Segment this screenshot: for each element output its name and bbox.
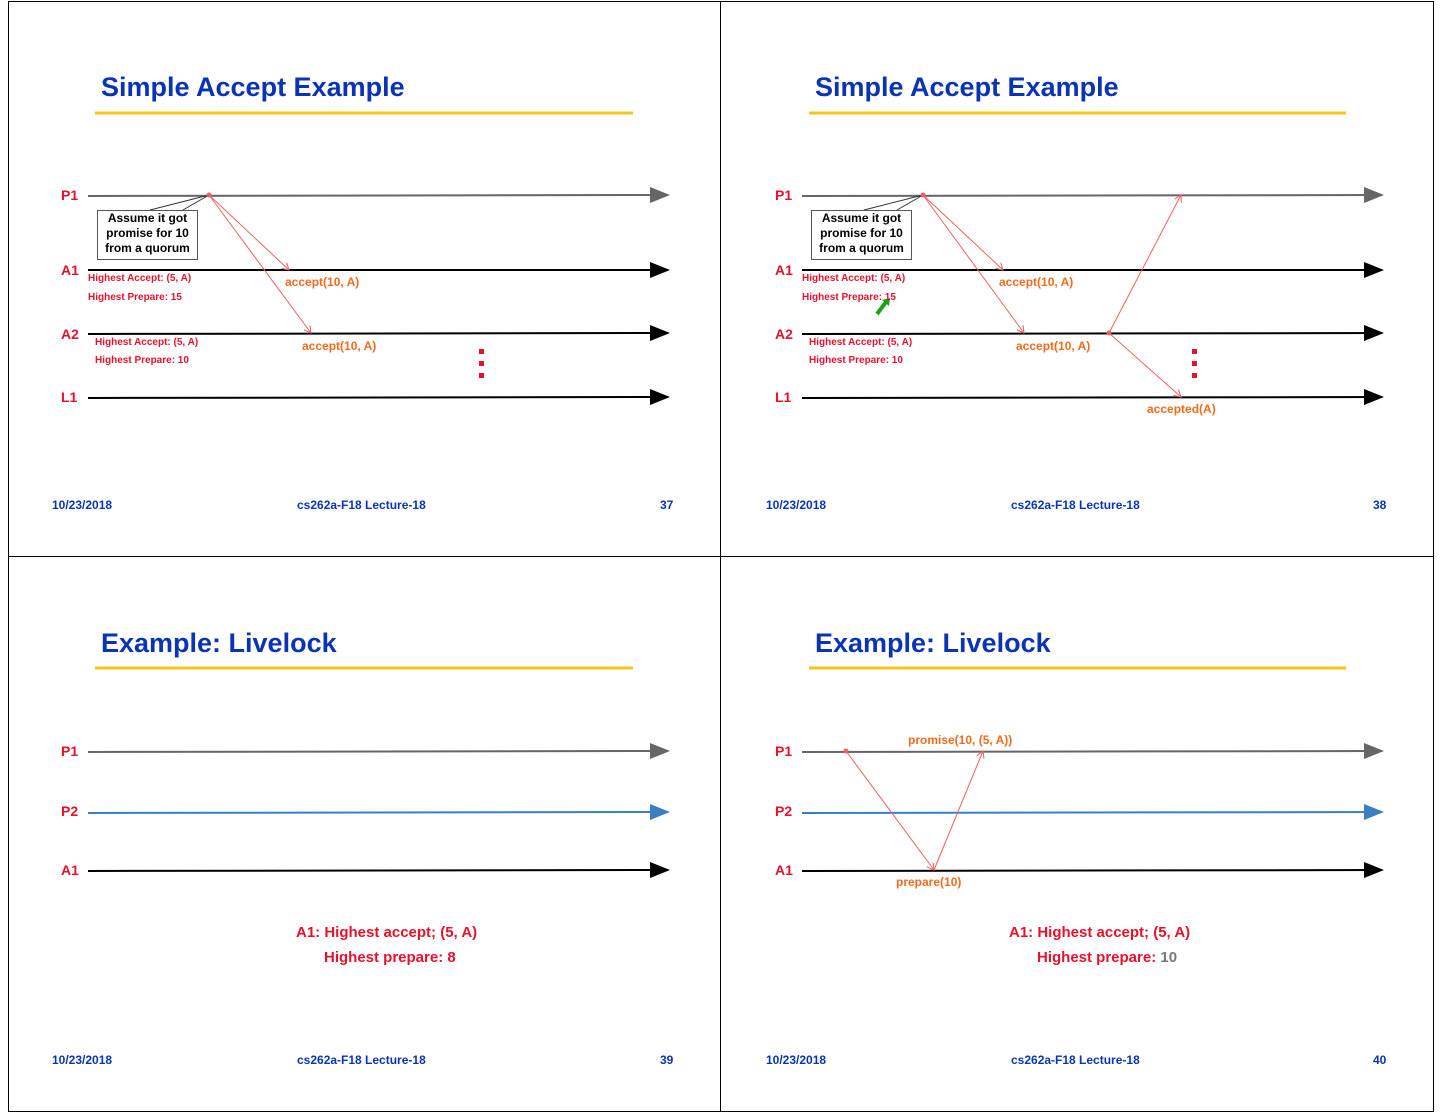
- lane-label-a1: A1: [775, 262, 793, 278]
- slide-title: Simple Accept Example: [815, 72, 1119, 102]
- green-pointer-icon: [875, 300, 888, 316]
- a1-highest-prepare-note: Highest prepare: 10: [1037, 949, 1177, 966]
- promise-message: promise(10, (5, A)): [908, 733, 1013, 747]
- lane-label-p1: P1: [775, 187, 793, 203]
- lane-label-p1: P1: [61, 187, 79, 203]
- lane-label-a2: A2: [775, 326, 793, 342]
- callout-box: Assume it got promise for 10 from a quor…: [97, 210, 198, 260]
- footer-course: cs262a-F18 Lecture-18: [297, 1053, 426, 1067]
- a1-highest-prepare: Highest Prepare: 15: [802, 292, 896, 303]
- callout-line: from a quorum: [819, 241, 904, 255]
- note-label: Highest prepare:: [1037, 949, 1157, 966]
- footer-date: 10/23/2018: [766, 1053, 827, 1067]
- slide-38-diagram: [801, 111, 1384, 406]
- accept-message-a1: accept(10, A): [999, 275, 1074, 289]
- slide-37-diagram: [87, 111, 670, 406]
- slide-title: Simple Accept Example: [101, 72, 405, 102]
- callout-line: Assume it got: [107, 211, 188, 225]
- prepare-arrow: [845, 750, 934, 870]
- a1-highest-prepare: Highest Prepare: 15: [88, 292, 182, 303]
- callout-box: Assume it got promise for 10 from a quor…: [811, 210, 912, 260]
- accept-arrow-a1: [208, 194, 289, 270]
- slide-39-diagram: [87, 666, 670, 879]
- footer-course: cs262a-F18 Lecture-18: [1011, 1053, 1140, 1067]
- lane-label-p1: P1: [775, 743, 793, 759]
- footer-page-number: 39: [660, 1053, 674, 1067]
- a2-highest-prepare: Highest Prepare: 10: [95, 355, 189, 366]
- slide-title: Example: Livelock: [101, 628, 337, 658]
- footer-date: 10/23/2018: [766, 498, 827, 512]
- slide-frame-40: [720, 556, 1434, 1112]
- a1-highest-accept-note: A1: Highest accept; (5, A): [296, 924, 478, 941]
- lane-label-p2: P2: [775, 803, 793, 819]
- promise-arrow: [933, 751, 983, 871]
- note-value: 8: [447, 949, 456, 966]
- note-label: Highest prepare:: [324, 949, 444, 966]
- prepare-message: prepare(10): [896, 875, 962, 889]
- callout-line: from a quorum: [105, 241, 190, 255]
- a1-highest-accept-note: A1: Highest accept; (5, A): [1009, 924, 1191, 941]
- lane-label-p1: P1: [61, 743, 79, 759]
- callout-line: promise for 10: [820, 226, 903, 240]
- a2-highest-accept: Highest Accept: (5, A): [809, 337, 913, 348]
- l1-timeline: [87, 389, 670, 406]
- ellipsis-icon: [479, 349, 484, 378]
- slide-title: Example: Livelock: [815, 628, 1051, 658]
- p1-timeline: [87, 187, 670, 204]
- footer-page-number: 38: [1373, 498, 1387, 512]
- accept-arrow-a2: [208, 194, 311, 333]
- accept-message-a2: accept(10, A): [1016, 339, 1091, 353]
- accept-message-a2: accept(10, A): [302, 339, 377, 353]
- accept-message-a1: accept(10, A): [285, 275, 360, 289]
- slide-40-diagram: [801, 666, 1384, 879]
- callout-line: Assume it got: [821, 211, 902, 225]
- lane-label-a1: A1: [61, 262, 79, 278]
- lane-label-p2: P2: [61, 803, 79, 819]
- lane-label-a1: A1: [775, 862, 793, 878]
- footer-date: 10/23/2018: [52, 1053, 113, 1067]
- lane-label-l1: L1: [61, 389, 78, 405]
- lane-label-a2: A2: [61, 326, 79, 342]
- lane-label-a1: A1: [61, 862, 79, 878]
- a2-highest-accept: Highest Accept: (5, A): [95, 337, 199, 348]
- note-value: 10: [1160, 949, 1178, 966]
- a1-highest-accept: Highest Accept: (5, A): [802, 273, 906, 284]
- a1-highest-prepare-note: Highest prepare: 8: [324, 949, 456, 966]
- accepted-arrow-p1: [1108, 195, 1181, 334]
- callout-line: promise for 10: [106, 226, 189, 240]
- accepted-message: accepted(A): [1147, 402, 1216, 416]
- lane-label-l1: L1: [775, 389, 792, 405]
- footer-page-number: 37: [660, 498, 674, 512]
- footer-page-number: 40: [1373, 1053, 1387, 1067]
- footer-course: cs262a-F18 Lecture-18: [1011, 498, 1140, 512]
- footer-course: cs262a-F18 Lecture-18: [297, 498, 426, 512]
- a2-timeline: [87, 325, 670, 342]
- a1-highest-accept: Highest Accept: (5, A): [88, 273, 192, 284]
- a2-highest-prepare: Highest Prepare: 10: [809, 355, 903, 366]
- footer-date: 10/23/2018: [52, 498, 113, 512]
- accepted-arrow-l1: [1108, 332, 1181, 397]
